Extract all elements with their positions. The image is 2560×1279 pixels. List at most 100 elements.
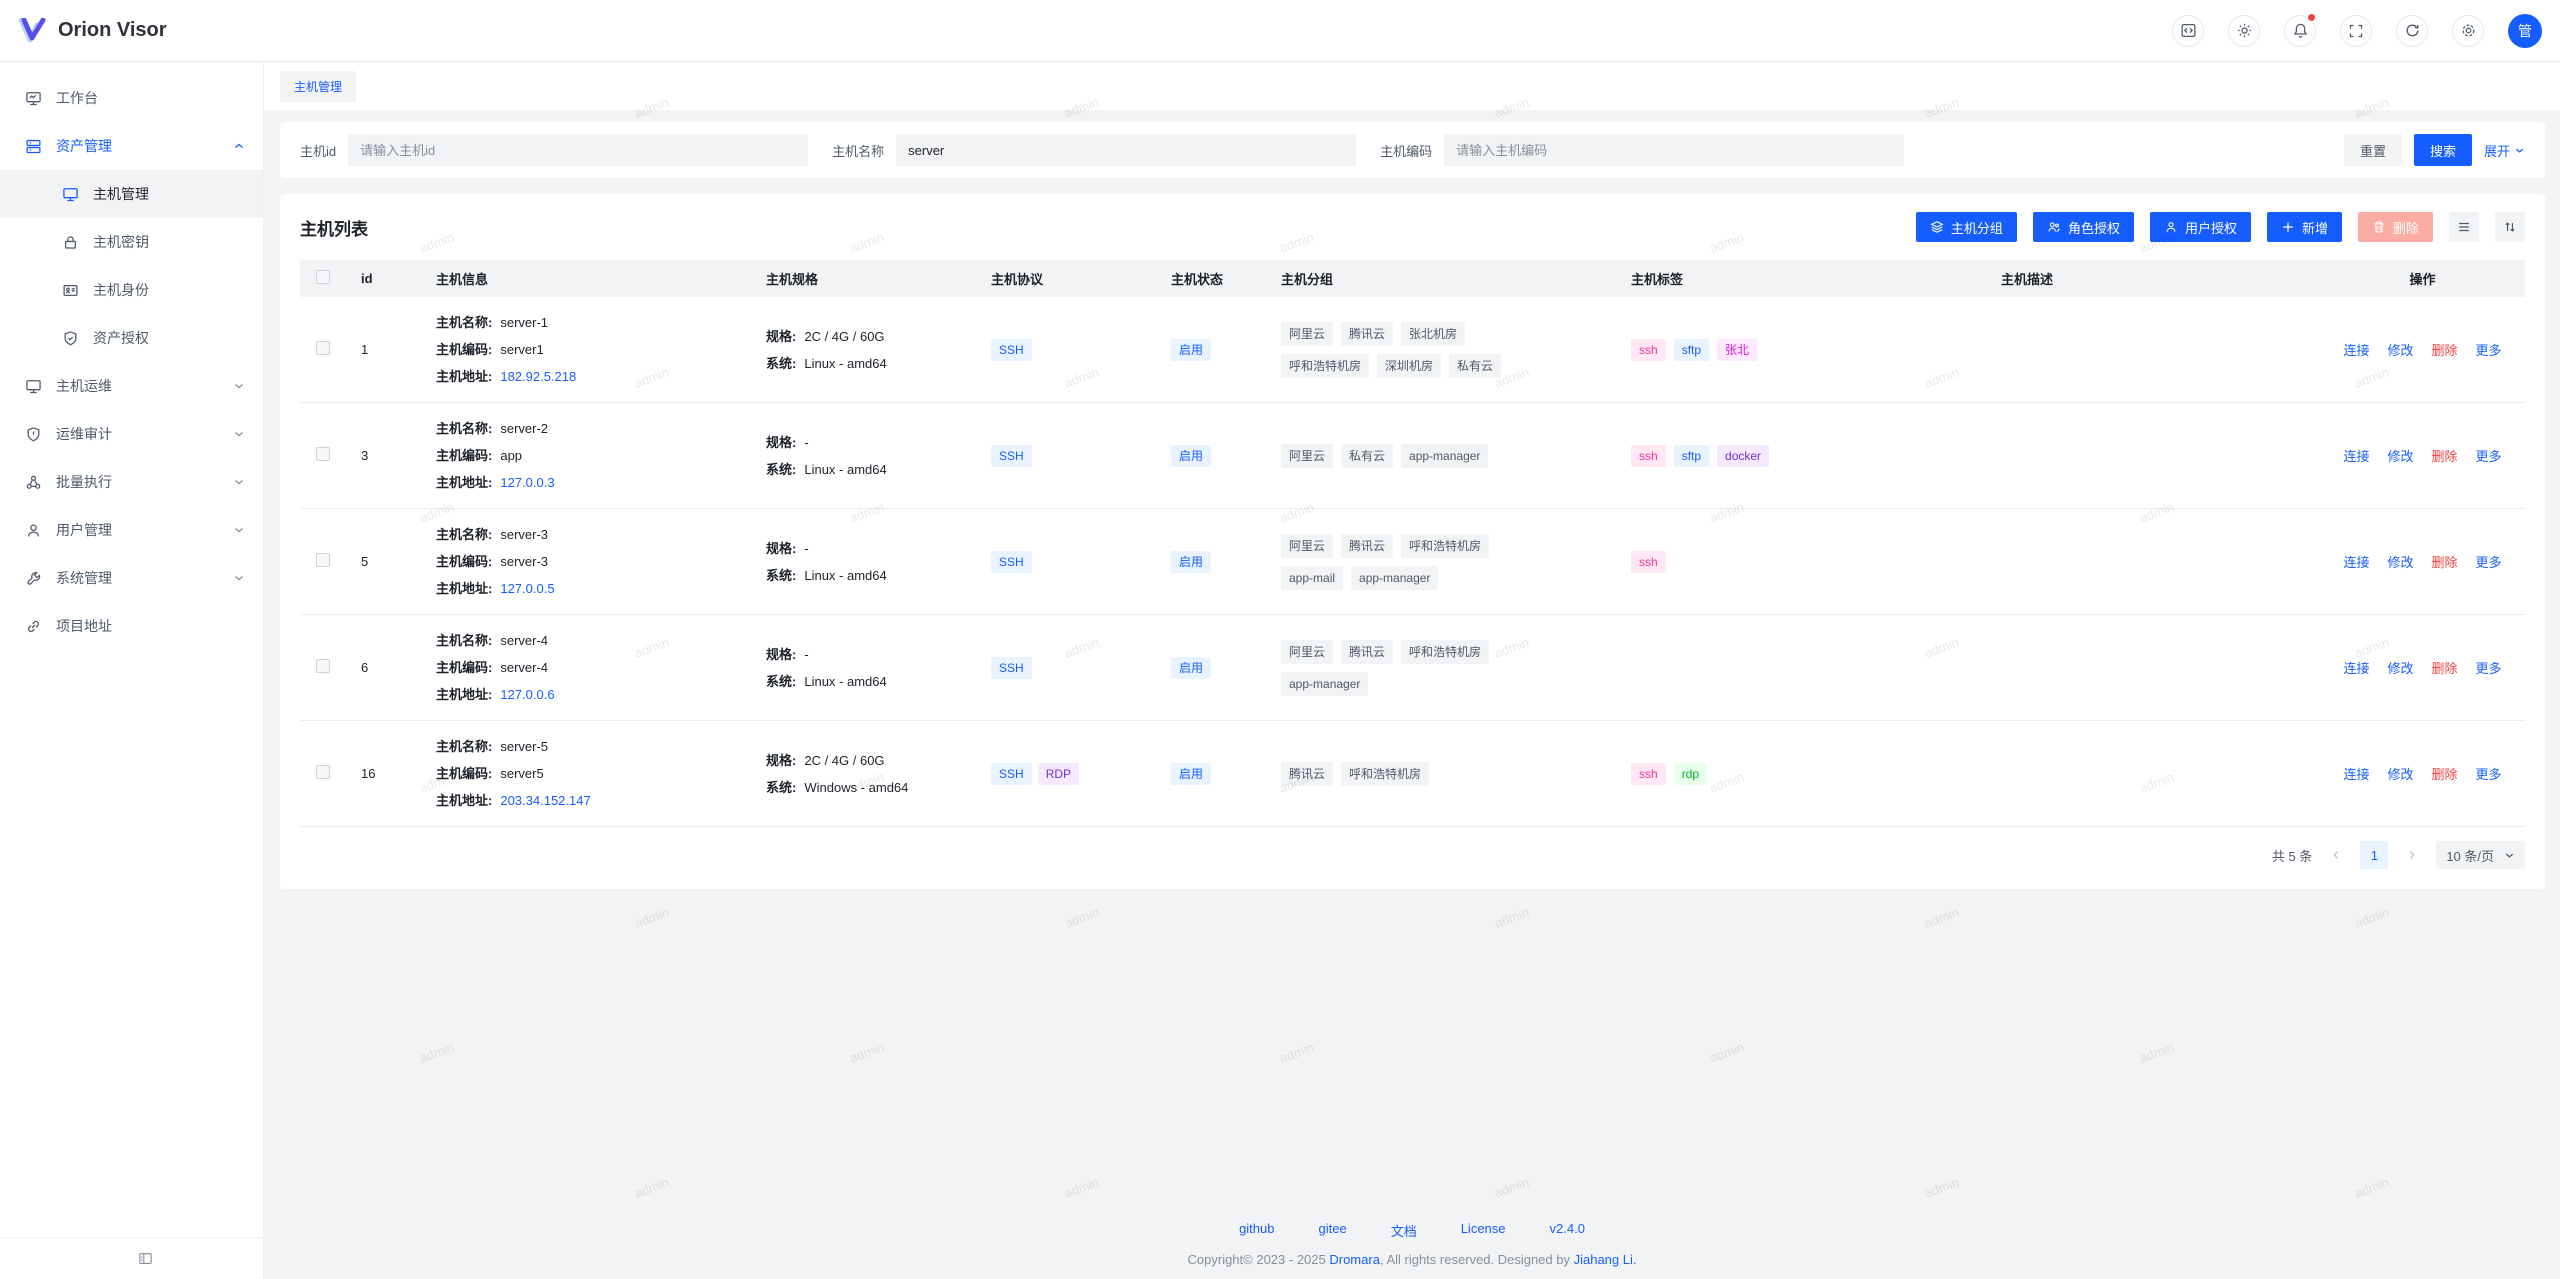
select-all-checkbox[interactable] xyxy=(316,270,330,284)
row-action-connect[interactable]: 连接 xyxy=(2343,343,2370,358)
row-action-delete[interactable]: 删除 xyxy=(2431,343,2458,358)
expand-toggle[interactable]: 展开 xyxy=(2484,141,2525,160)
status-badge: 启用 xyxy=(1171,444,1212,467)
list-view-button[interactable] xyxy=(2449,212,2479,242)
host-name-input[interactable] xyxy=(896,134,1357,166)
host-address[interactable]: 182.92.5.218 xyxy=(500,369,577,384)
user-avatar[interactable]: 管 xyxy=(2508,13,2542,48)
sidebar-item-host-management[interactable]: 主机管理 xyxy=(0,170,263,218)
sidebar-item-host-identity[interactable]: 主机身份 xyxy=(0,266,263,314)
reset-button[interactable]: 重置 xyxy=(2343,134,2402,166)
row-action-connect[interactable]: 连接 xyxy=(2343,661,2370,676)
dromara-link[interactable]: Dromara xyxy=(1329,1252,1380,1267)
pagination-total: 共 5 条 xyxy=(2271,848,2313,864)
row-action-more[interactable]: 更多 xyxy=(2475,661,2502,676)
role-authorization-button[interactable]: 角色授权 xyxy=(2032,212,2134,242)
list-toolbar: 主机分组 角色授权 xyxy=(1915,212,2525,242)
row-checkbox[interactable] xyxy=(316,659,330,673)
protocol-tags: SSH RDP xyxy=(975,762,1155,785)
host-address[interactable]: 127.0.0.5 xyxy=(500,581,555,596)
row-checkbox[interactable] xyxy=(316,553,330,567)
sidebar-item-user-management[interactable]: 用户管理 xyxy=(0,506,263,554)
protocol-tags: SSH xyxy=(975,550,1155,573)
protocol-tag: SSH xyxy=(991,550,1032,573)
sidebar-item-host-ops[interactable]: 主机运维 xyxy=(0,362,263,410)
host-group-button[interactable]: 主机分组 xyxy=(1915,212,2017,242)
row-action-more[interactable]: 更多 xyxy=(2475,555,2502,570)
host-address[interactable]: 127.0.0.6 xyxy=(500,687,555,702)
row-action-edit[interactable]: 修改 xyxy=(2387,661,2414,676)
row-action-connect[interactable]: 连接 xyxy=(2343,767,2370,782)
row-action-edit[interactable]: 修改 xyxy=(2387,555,2414,570)
row-checkbox[interactable] xyxy=(316,765,330,779)
row-action-more[interactable]: 更多 xyxy=(2475,449,2502,464)
row-action-more[interactable]: 更多 xyxy=(2475,767,2502,782)
sidebar-item-batch-execution[interactable]: 批量执行 xyxy=(0,458,263,506)
row-action-more[interactable]: 更多 xyxy=(2475,343,2502,358)
fullscreen-button[interactable] xyxy=(2340,14,2372,47)
refresh-button[interactable] xyxy=(2396,14,2428,47)
notification-button[interactable] xyxy=(2284,12,2316,47)
gitee-link[interactable]: gitee xyxy=(1318,1221,1347,1236)
sidebar-item-asset-authorization[interactable]: 资产授权 xyxy=(0,314,263,362)
row-action-delete[interactable]: 删除 xyxy=(2431,661,2458,676)
host-address[interactable]: 203.34.152.147 xyxy=(500,793,591,808)
host-name: server-1 xyxy=(500,315,549,330)
shield-check-icon xyxy=(62,330,79,347)
row-checkbox[interactable] xyxy=(316,341,330,355)
col-actions: 操作 xyxy=(2409,272,2436,287)
page-size-select[interactable]: 10 条/页 xyxy=(2436,841,2525,869)
watermark-text: admin xyxy=(2352,904,2391,931)
sidebar-item-host-keys[interactable]: 主机密钥 xyxy=(0,218,263,266)
row-action-delete[interactable]: 删除 xyxy=(2431,555,2458,570)
license-link[interactable]: License xyxy=(1460,1221,1506,1236)
next-page-button[interactable] xyxy=(2398,841,2426,869)
table-header: id 主机信息 主机规格 主机协议 主机状态 主机分组 主机标签 主机描述 操作 xyxy=(300,260,2525,297)
sidebar-item-asset-management[interactable]: 资产管理 xyxy=(0,122,263,170)
system-label: 系统: xyxy=(766,567,797,583)
tab-host-management[interactable]: 主机管理 xyxy=(280,70,357,102)
status-badge: 启用 xyxy=(1171,762,1212,785)
host-address[interactable]: 127.0.0.3 xyxy=(500,475,555,490)
row-action-edit[interactable]: 修改 xyxy=(2387,449,2414,464)
sort-button[interactable] xyxy=(2495,212,2525,242)
host-id: 5 xyxy=(361,554,369,569)
collapse-sidebar-icon[interactable] xyxy=(138,1251,153,1266)
host-code-input[interactable] xyxy=(1444,134,1905,166)
version-link[interactable]: v2.4.0 xyxy=(1549,1221,1585,1236)
status-badge: 启用 xyxy=(1171,338,1212,361)
sidebar-item-project-url[interactable]: 项目地址 xyxy=(0,602,263,650)
spec-label: 规格: xyxy=(766,540,797,556)
sidebar-item-ops-audit[interactable]: 运维审计 xyxy=(0,410,263,458)
row-action-delete[interactable]: 删除 xyxy=(2431,449,2458,464)
user-authorization-button[interactable]: 用户授权 xyxy=(2149,212,2251,242)
page-1-button[interactable]: 1 xyxy=(2360,841,2389,869)
spec-label: 规格: xyxy=(766,328,797,344)
col-host-tags: 主机标签 xyxy=(1631,272,1684,287)
host-code: server5 xyxy=(500,766,544,781)
host-tag: ssh xyxy=(1631,444,1666,467)
author-link[interactable]: Jiahang Li. xyxy=(1573,1252,1637,1267)
row-action-edit[interactable]: 修改 xyxy=(2387,343,2414,358)
docs-link[interactable]: 文档 xyxy=(1390,1224,1417,1239)
row-action-connect[interactable]: 连接 xyxy=(2343,449,2370,464)
github-link[interactable]: github xyxy=(1239,1221,1275,1236)
host-id-input[interactable] xyxy=(348,134,809,166)
group-tag: 呼和浩特机房 xyxy=(1281,353,1370,378)
sidebar-item-workbench[interactable]: 工作台 xyxy=(0,74,263,122)
row-action-delete[interactable]: 删除 xyxy=(2431,767,2458,782)
row-checkbox[interactable] xyxy=(316,447,330,461)
settings-button[interactable] xyxy=(2452,14,2484,47)
code-button[interactable] xyxy=(2172,14,2204,47)
sidebar-item-system-management[interactable]: 系统管理 xyxy=(0,554,263,602)
prev-page-button[interactable] xyxy=(2322,841,2350,869)
row-action-connect[interactable]: 连接 xyxy=(2343,555,2370,570)
add-button[interactable]: 新增 xyxy=(2266,212,2342,242)
link-icon xyxy=(25,618,42,635)
delete-button[interactable]: 删除 xyxy=(2357,212,2433,242)
theme-button[interactable] xyxy=(2228,14,2260,47)
system-value: Linux - amd64 xyxy=(804,461,887,477)
row-action-edit[interactable]: 修改 xyxy=(2387,767,2414,782)
host-code-label: 主机编码: xyxy=(436,554,493,569)
search-button[interactable]: 搜索 xyxy=(2413,134,2472,166)
